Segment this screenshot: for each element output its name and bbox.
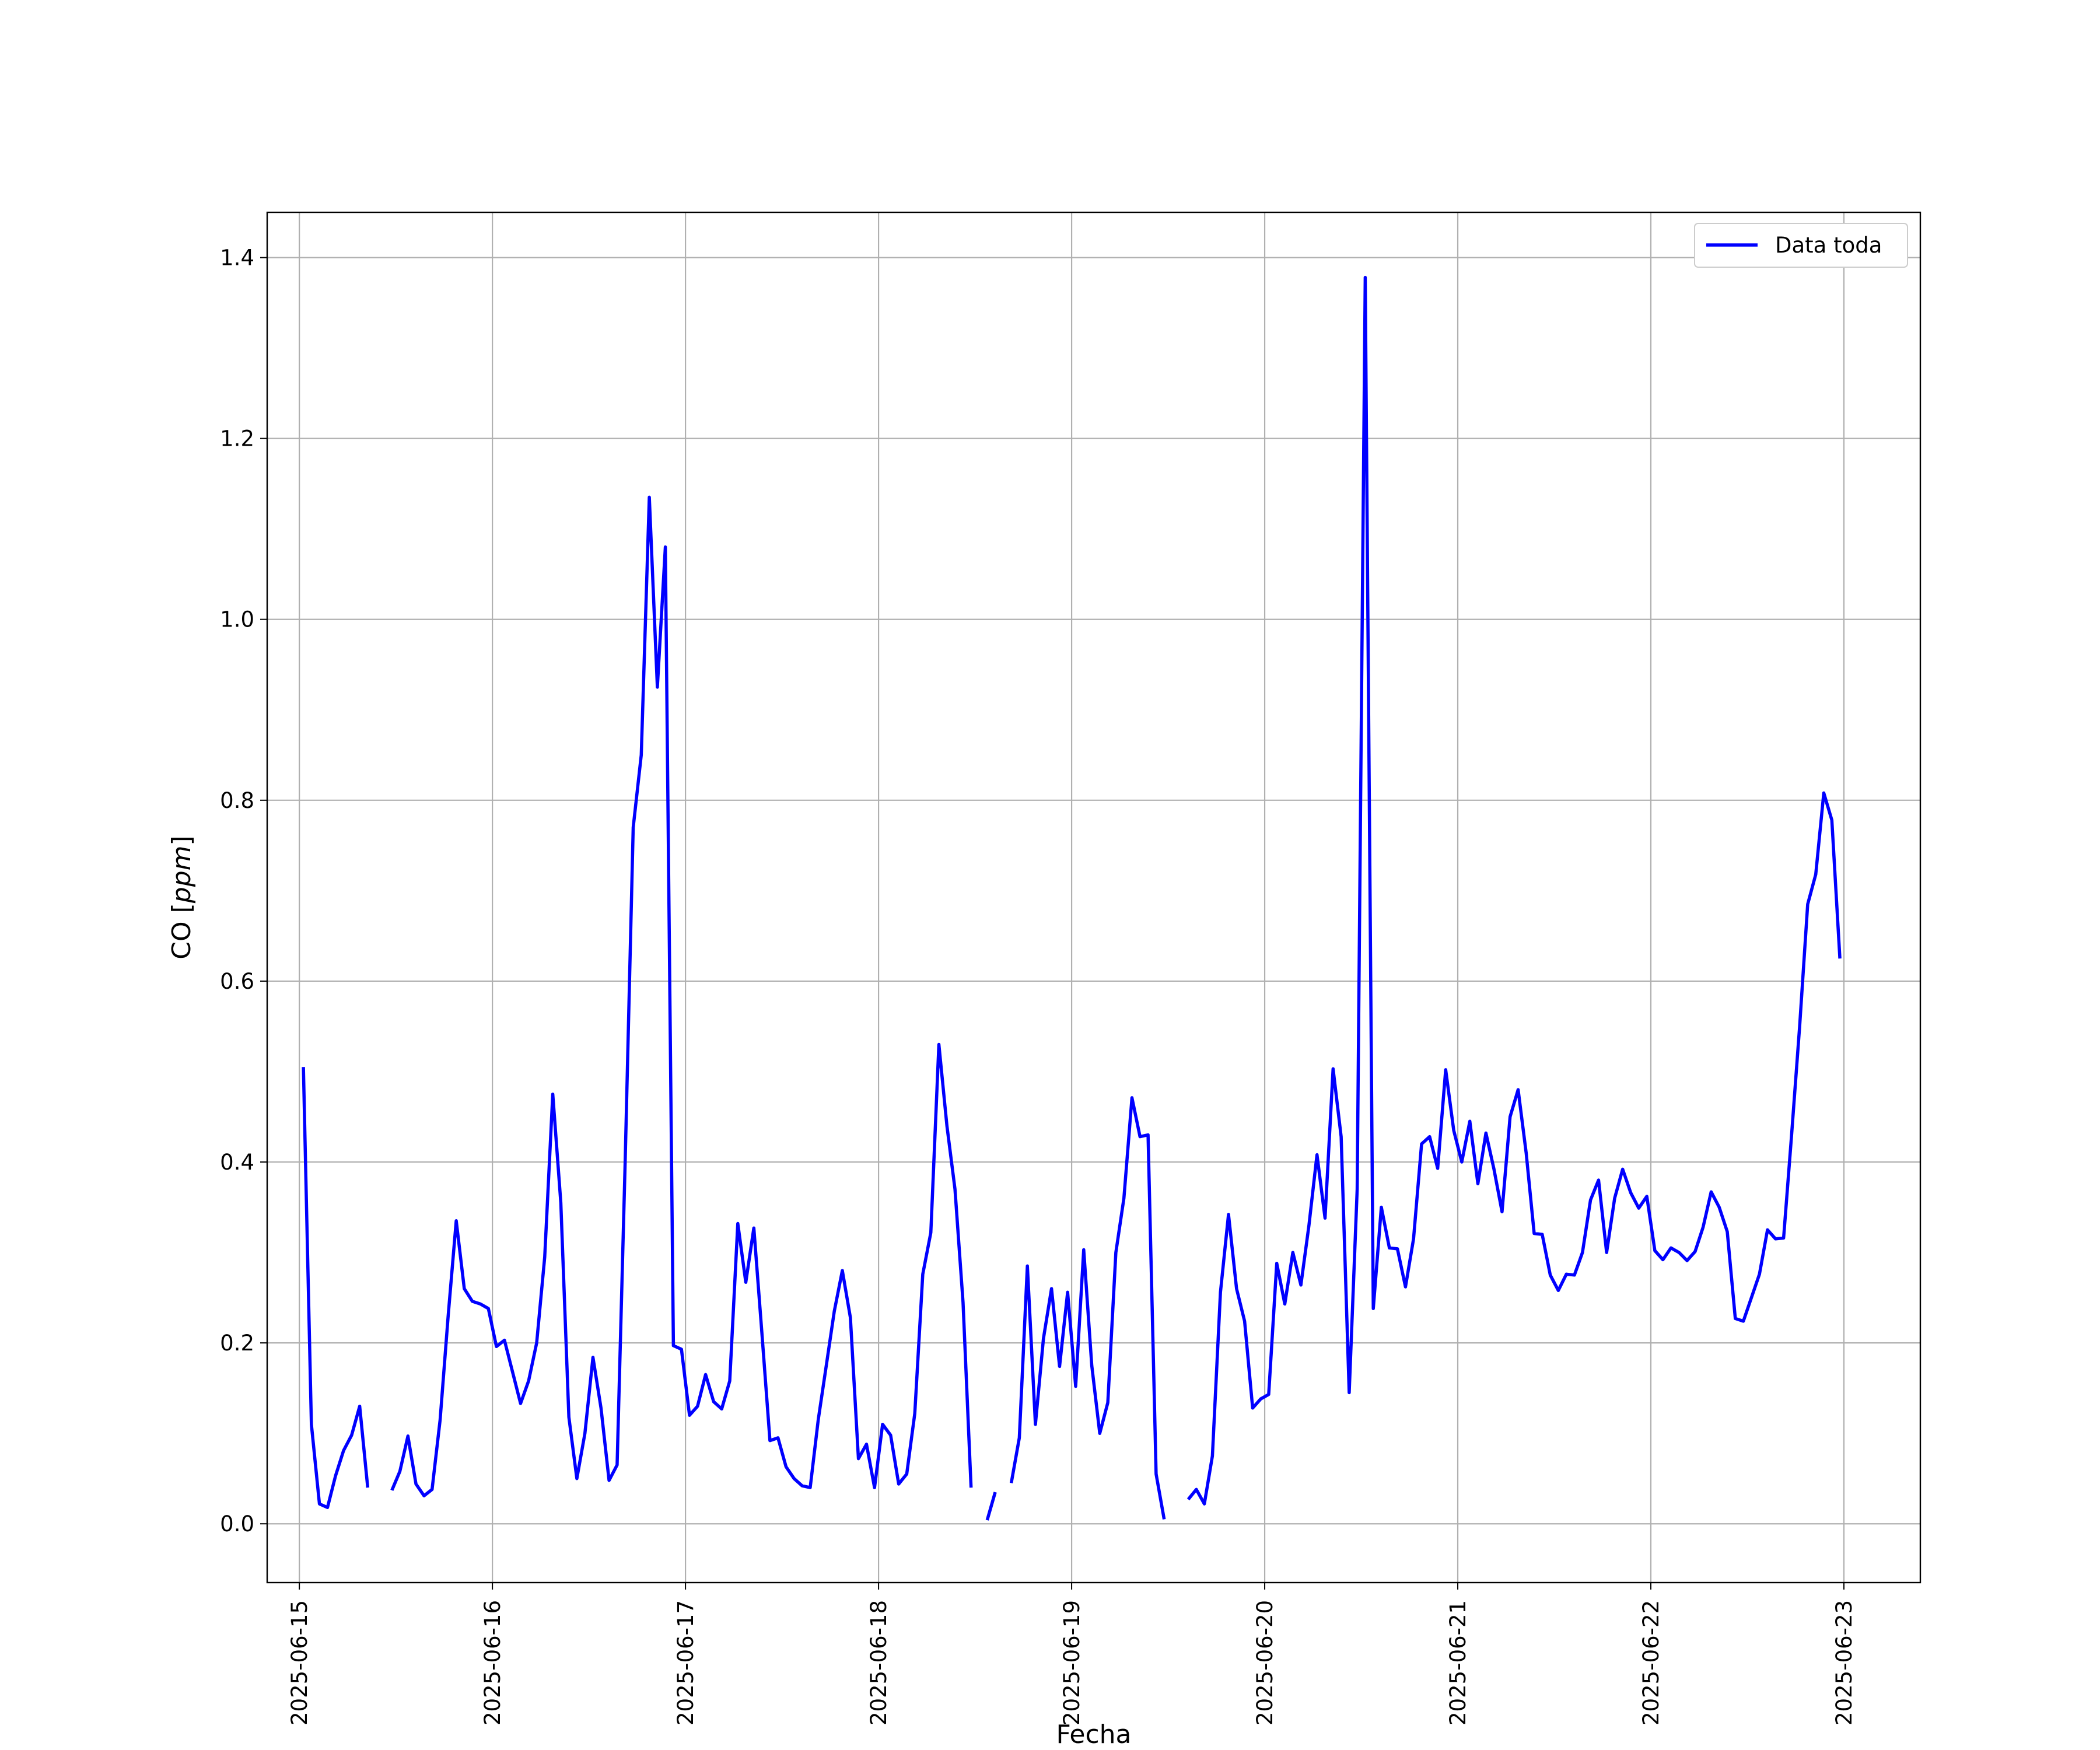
x-tick-label: 2025-06-16 (480, 1600, 505, 1726)
y-tick-label: 0.4 (220, 1150, 254, 1175)
x-tick-label: 2025-06-20 (1252, 1600, 1278, 1726)
series-layer (302, 275, 1842, 1521)
x-tick-label: 2025-06-17 (673, 1600, 698, 1726)
plot-frame (266, 211, 1922, 1584)
x-tick-label: 2025-06-21 (1446, 1600, 1471, 1726)
y-tick-label: 1.0 (220, 607, 254, 632)
y-axis-label: CO [ppm] (167, 835, 197, 959)
y-axis-label-prefix: CO [ (167, 903, 197, 960)
y-tick-label: 1.2 (220, 426, 254, 452)
x-tick-label: 2025-06-15 (287, 1600, 312, 1726)
y-axis-label-unit: ppm (167, 845, 197, 904)
legend-box (1694, 223, 1908, 268)
y-tick-label: 1.4 (220, 246, 254, 271)
plot-area (267, 212, 1920, 1583)
y-tick-label: 0.2 (220, 1331, 254, 1356)
series-line-data-toda (302, 275, 1842, 1521)
y-tick-label: 0.0 (220, 1511, 254, 1536)
legend: Data toda (1694, 223, 1908, 268)
x-tick-label: 2025-06-18 (866, 1600, 891, 1726)
x-axis-label: Fecha (1056, 1720, 1131, 1749)
x-tick-label: 2025-06-23 (1832, 1600, 1857, 1726)
axis-ticks: 0.0 0.2 0.4 0.6 0.8 1.0 1.2 1.4 2025-06-15 2025-0… (220, 246, 1857, 1726)
legend-label-data-toda: Data toda (1775, 233, 1882, 258)
x-tick-label: 2025-06-22 (1639, 1600, 1664, 1726)
y-axis-label-suffix: ] (167, 835, 197, 845)
y-tick-label: 0.8 (220, 788, 254, 813)
x-tick-label: 2025-06-19 (1059, 1600, 1084, 1726)
y-tick-label: 0.6 (220, 969, 254, 994)
grid (267, 212, 1920, 1583)
